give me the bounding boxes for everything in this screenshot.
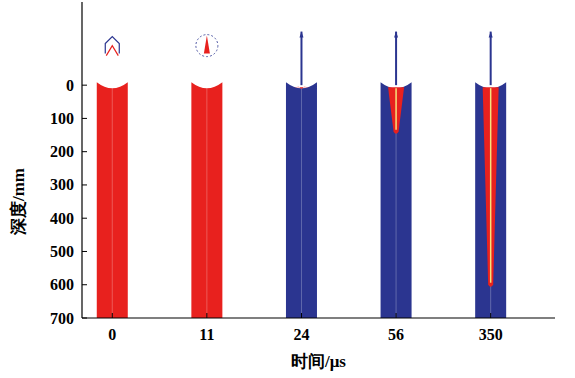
y-tick-label: 300 (50, 176, 74, 193)
y-tick-label: 600 (50, 276, 74, 293)
x-tick (112, 313, 113, 318)
y-tick-label: 400 (50, 210, 74, 227)
target-block (381, 82, 412, 318)
liner (196, 35, 218, 57)
jet (395, 32, 397, 86)
x-axis (82, 317, 555, 318)
penetration-channel (104, 85, 120, 87)
jet (394, 32, 398, 38)
x-tick (301, 313, 302, 318)
x-tick-label: 350 (479, 326, 503, 343)
axis-line-decor (112, 88, 113, 318)
plot-area (97, 32, 506, 318)
x-tick-label: 11 (199, 326, 214, 343)
target-block (286, 82, 317, 318)
x-tick (490, 313, 491, 318)
penetration-channel (199, 85, 215, 87)
jet (490, 32, 492, 86)
y-tick-label: 0 (66, 77, 74, 94)
x-tick (396, 313, 397, 318)
y-tick (82, 251, 87, 252)
axis-line-decor (206, 88, 207, 318)
target-block (97, 82, 128, 318)
penetration-channel (388, 87, 404, 134)
channel-core (490, 88, 492, 283)
y-tick-label: 700 (50, 310, 74, 327)
y-tick (82, 85, 87, 86)
x-tick-label: 56 (388, 326, 404, 343)
y-tick-label: 200 (50, 143, 74, 160)
liner (106, 46, 118, 56)
y-tick-label: 100 (50, 110, 74, 127)
penetration-channel (293, 87, 309, 89)
y-tick-label: 500 (50, 243, 74, 260)
jet (300, 32, 302, 86)
chart: 0 100 200 300 400 500 600 700 0 11 24 56 350 时间/μs 深度/… (0, 0, 575, 378)
jet (489, 32, 493, 38)
jet (299, 32, 303, 38)
y-tick (82, 318, 87, 319)
jet (204, 36, 210, 54)
penetration-channel (483, 87, 499, 287)
x-tick (206, 313, 207, 318)
y-tick (82, 118, 87, 119)
axis-line-decor (396, 88, 397, 318)
axis-line-decor (301, 88, 302, 318)
channel-core (395, 88, 397, 130)
y-tick (82, 218, 87, 219)
x-tick-label: 24 (293, 326, 309, 343)
y-axis-title: 深度/mm (9, 168, 28, 236)
target-block (191, 82, 222, 318)
y-tick (82, 284, 87, 285)
y-axis (81, 2, 82, 318)
y-tick (82, 151, 87, 152)
x-axis-title: 时间/μs (291, 352, 346, 371)
y-tick (82, 184, 87, 185)
x-tick-label: 0 (108, 326, 116, 343)
target-block (475, 82, 506, 318)
